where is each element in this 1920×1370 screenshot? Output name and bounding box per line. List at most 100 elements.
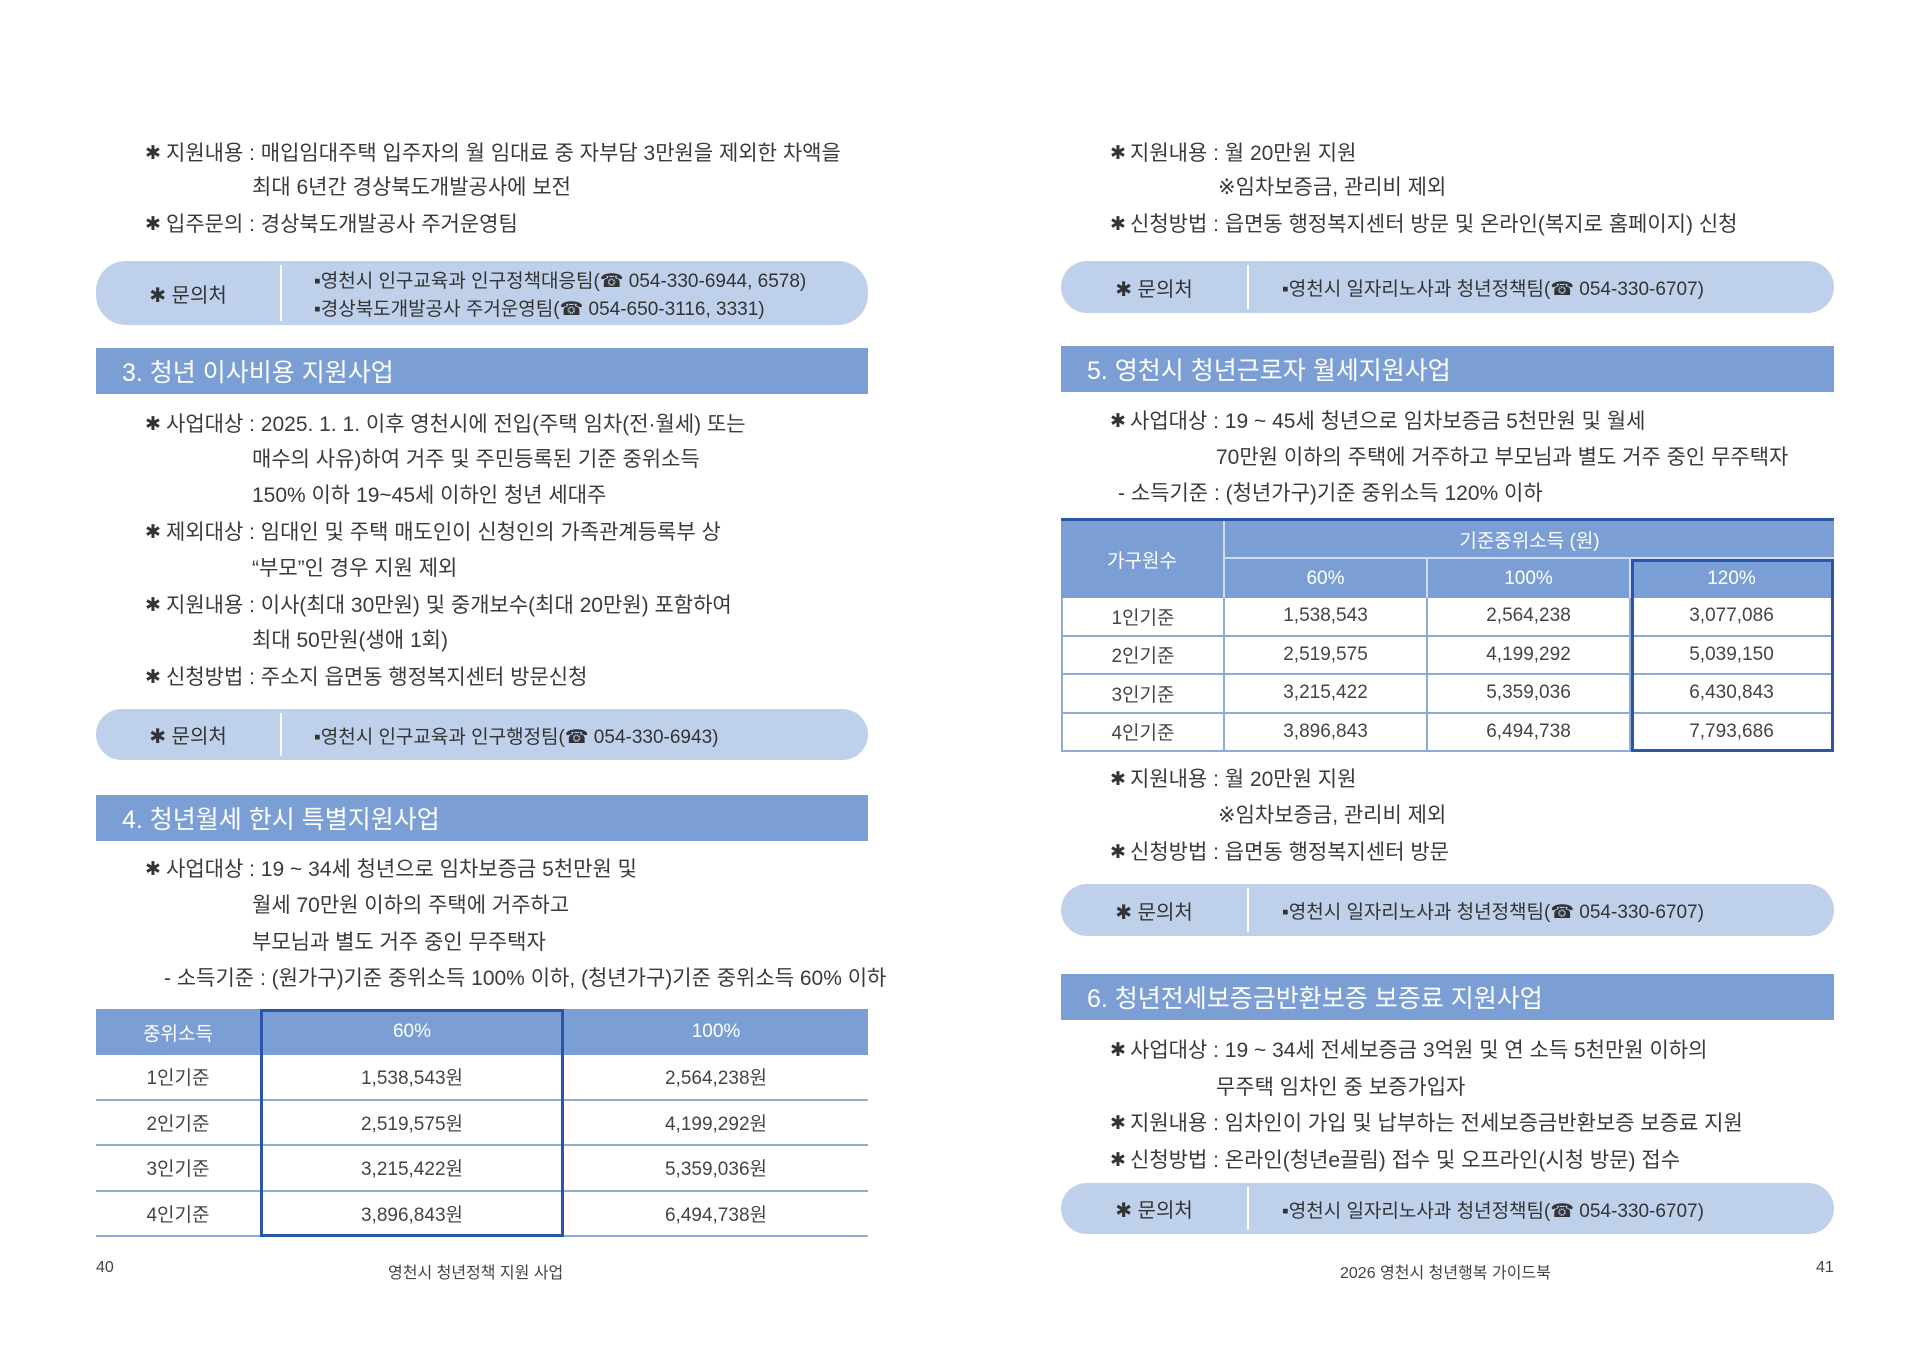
table-cell: 3,215,422 <box>1225 675 1428 714</box>
contact-box: ✱ 문의처 ▪영천시 일자리노사과 청년정책팀(☎ 054-330-6707) <box>1061 884 1834 936</box>
table-cell: 3,896,843 <box>1225 713 1428 752</box>
table-cell: 4,199,292원 <box>564 1100 868 1146</box>
footer-title: 영천시 청년정책 지원 사업 <box>388 1265 564 1282</box>
table-cell: 1,538,543 <box>1225 598 1428 637</box>
list-item: 제외대상 : 임대인 및 주택 매도인이 신청인의 가족관계등록부 상 <box>166 518 721 548</box>
item-text: 월 20만원 지원 <box>1224 142 1357 165</box>
table-cell: 3,077,086 <box>1631 598 1834 637</box>
list-item: 사업대상 : 2025. 1. 1. 이후 영천시에 전입(주택 임차(전·월세… <box>166 410 746 440</box>
item-label: 지원내용 : <box>166 594 261 617</box>
item-continuation: 최대 50만원(생애 1회) <box>252 629 448 652</box>
asterisk-icon: ✱ <box>145 143 161 164</box>
table-cell: 2,564,238원 <box>564 1055 868 1101</box>
list-item: 사업대상 : 19 ~ 45세 청년으로 임차보증금 5천만원 및 월세 <box>1130 407 1645 437</box>
asterisk-icon: ✱ <box>1110 1150 1126 1171</box>
list-item: 사업대상 : 19 ~ 34세 청년으로 임차보증금 5천만원 및 <box>166 855 637 885</box>
contact-label: ✱ 문의처 <box>1115 278 1193 301</box>
table-cell: 3,215,422원 <box>260 1146 564 1192</box>
footer-title: 2026 영천시 청년행복 가이드북 <box>1340 1265 1551 1282</box>
asterisk-icon: ✱ <box>1110 411 1126 432</box>
section-heading: 5. 영천시 청년근로자 월세지원사업 <box>1061 346 1834 392</box>
item-label: 신청방법 : <box>1130 213 1225 236</box>
item-label: 신청방법 : <box>166 666 261 689</box>
item-label: 신청방법 : <box>1130 841 1225 864</box>
list-item: 지원내용 : 월 20만원 지원 <box>1130 765 1356 795</box>
contact-line: ▪영천시 일자리노사과 청년정책팀(☎ 054-330-6707) <box>1282 902 1704 923</box>
page-number: 41 <box>1816 1259 1834 1276</box>
section-heading: 3. 청년 이사비용 지원사업 <box>96 348 868 394</box>
table-cell: 4,199,292 <box>1428 636 1631 675</box>
contact-line: ▪영천시 인구교육과 인구행정팀(☎ 054-330-6943) <box>314 726 719 748</box>
list-item: 입주문의 : 경상북도개발공사 주거운영팀 <box>166 210 518 240</box>
table-cell: 6,430,843 <box>1631 675 1834 714</box>
item-label: 입주문의 : <box>166 213 261 236</box>
list-item: 신청방법 : 읍면동 행정복지센터 방문 및 온라인(복지로 홈페이지) 신청 <box>1130 210 1737 240</box>
table-cell: 2,564,238 <box>1428 598 1631 637</box>
item-continuation: “부모”인 경우 지원 제외 <box>252 557 458 580</box>
table-cell: 1,538,543원 <box>260 1055 564 1101</box>
item-label: 지원내용 : <box>1130 768 1225 791</box>
asterisk-icon: ✱ <box>1110 1040 1126 1061</box>
item-text: 19 ~ 45세 청년으로 임차보증금 5천만원 및 월세 <box>1224 410 1646 433</box>
item-text: 19 ~ 34세 청년으로 임차보증금 5천만원 및 <box>260 858 637 881</box>
item-text: 임차인이 가입 및 납부하는 전세보증금반환보증 보증료 지원 <box>1224 1112 1743 1135</box>
item-label: 사업대상 : <box>1130 410 1225 433</box>
contact-line: ▪영천시 일자리노사과 청년정책팀(☎ 054-330-6707) <box>1282 279 1704 300</box>
table-cell: 3인기준 <box>1061 675 1225 714</box>
asterisk-icon: ✱ <box>145 214 161 235</box>
list-item: 지원내용 : 임차인이 가입 및 납부하는 전세보증금반환보증 보증료 지원 <box>1130 1109 1743 1139</box>
item-continuation: 최대 6년간 경상북도개발공사에 보전 <box>252 176 571 199</box>
item-continuation: 부모님과 별도 거주 중인 무주택자 <box>252 931 546 954</box>
table-cell: 5,359,036원 <box>564 1146 868 1192</box>
item-text: 주소지 읍면동 행정복지센터 방문신청 <box>260 666 588 689</box>
contact-box: ✱ 문의처 ▪영천시 인구교육과 인구행정팀(☎ 054-330-6943) <box>96 709 868 760</box>
section-heading: 4. 청년월세 한시 특별지원사업 <box>96 795 868 841</box>
item-continuation: 70만원 이하의 주택에 거주하고 부모님과 별도 거주 중인 무주택자 <box>1216 446 1789 469</box>
table-header: 가구원수 <box>1061 521 1225 598</box>
item-label: 사업대상 : <box>166 413 261 436</box>
asterisk-icon: ✱ <box>145 595 161 616</box>
table-cell: 2인기준 <box>1061 636 1225 675</box>
divider <box>1247 265 1249 309</box>
contact-line: ▪경상북도개발공사 주거운영팀(☎ 054-650-3116, 3331) <box>314 299 765 320</box>
item-continuation: 매수의 사유)하여 거주 및 주민등록된 기준 중위소득 <box>252 448 700 471</box>
table-cell: 4인기준 <box>96 1191 260 1237</box>
table-cell: 2,519,575 <box>1225 636 1428 675</box>
item-text: 2025. 1. 1. 이후 영천시에 전입(주택 임차(전·월세) 또는 <box>260 413 746 436</box>
asterisk-icon: ✱ <box>1110 842 1126 863</box>
list-item: 지원내용 : 이사(최대 30만원) 및 중개보수(최대 20만원) 포함하여 <box>166 591 732 621</box>
table-header: 100% <box>1428 559 1631 598</box>
table-cell: 6,494,738 <box>1428 713 1631 752</box>
table-top-border <box>1061 518 1834 521</box>
list-item: 지원내용 : 월 20만원 지원 <box>1130 139 1356 169</box>
contact-line: ▪영천시 인구교육과 인구정책대응팀(☎ 054-330-6944, 6578) <box>314 271 807 292</box>
asterisk-icon: ✱ <box>1110 769 1126 790</box>
divider <box>1247 888 1249 932</box>
item-text: 매입임대주택 입주자의 월 임대료 중 자부담 3만원을 제외한 차액을 <box>260 142 841 165</box>
list-item: 사업대상 : 19 ~ 34세 전세보증금 3억원 및 연 소득 5천만원 이하… <box>1130 1036 1707 1066</box>
list-item: 신청방법 : 읍면동 행정복지센터 방문 <box>1130 838 1449 868</box>
item-continuation: 월세 70만원 이하의 주택에 거주하고 <box>252 894 570 917</box>
divider <box>280 713 282 756</box>
item-note: ※임차보증금, 관리비 제외 <box>1218 804 1447 827</box>
table-cell: 3,896,843원 <box>260 1191 564 1237</box>
table-cell: 4인기준 <box>1061 713 1225 752</box>
item-text: 이사(최대 30만원) 및 중개보수(최대 20만원) 포함하여 <box>260 594 732 617</box>
item-label: 사업대상 : <box>1130 1039 1225 1062</box>
item-label: 지원내용 : <box>1130 1112 1225 1135</box>
list-item: 지원내용 : 매입임대주택 입주자의 월 임대료 중 자부담 3만원을 제외한 … <box>166 139 841 169</box>
table-cell: 7,793,686 <box>1631 713 1834 752</box>
item-label: 신청방법 : <box>1130 1149 1225 1172</box>
contact-line: ▪영천시 일자리노사과 청년정책팀(☎ 054-330-6707) <box>1282 1200 1704 1222</box>
contact-box: ✱ 문의처 ▪영천시 인구교육과 인구정책대응팀(☎ 054-330-6944, … <box>96 261 868 325</box>
table-cell: 2,519,575원 <box>260 1100 564 1146</box>
divider <box>1247 1187 1249 1230</box>
item-sub: - 소득기준 : (청년가구)기준 중위소득 120% 이하 <box>1118 482 1543 505</box>
asterisk-icon: ✱ <box>145 414 161 435</box>
item-text: 읍면동 행정복지센터 방문 및 온라인(복지로 홈페이지) 신청 <box>1224 213 1738 236</box>
asterisk-icon: ✱ <box>1110 143 1126 164</box>
item-text: 월 20만원 지원 <box>1224 768 1357 791</box>
item-label: 지원내용 : <box>166 142 261 165</box>
list-item: 신청방법 : 주소지 읍면동 행정복지센터 방문신청 <box>166 663 587 693</box>
asterisk-icon: ✱ <box>145 859 161 880</box>
